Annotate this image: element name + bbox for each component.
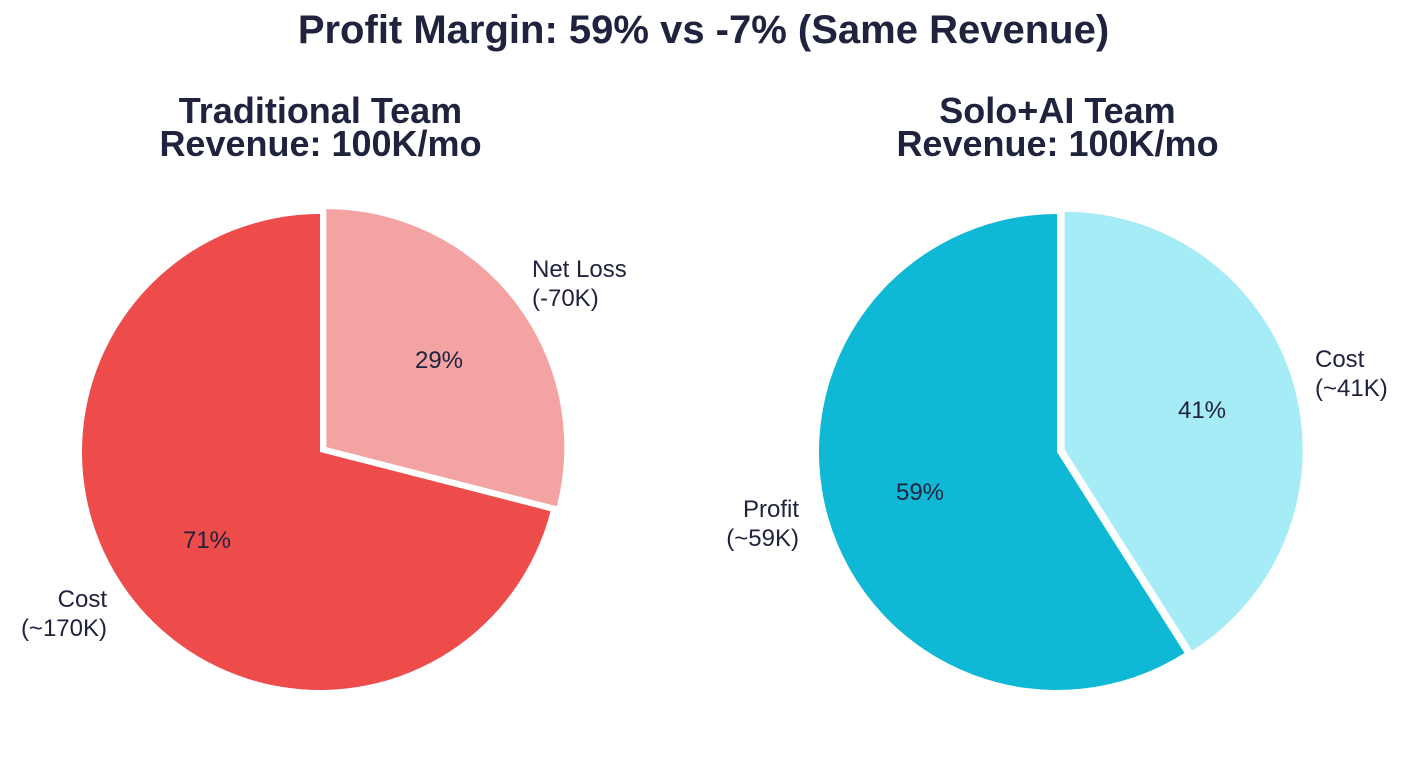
svg-text:(~41K): (~41K) (1315, 375, 1388, 402)
svg-text:Cost: Cost (1315, 346, 1365, 373)
svg-text:Net Loss: Net Loss (532, 256, 627, 283)
svg-text:71%: 71% (183, 527, 231, 554)
svg-text:(~170K): (~170K) (21, 615, 107, 642)
svg-text:59%: 59% (896, 479, 944, 506)
svg-text:29%: 29% (415, 347, 463, 374)
svg-text:Cost: Cost (58, 586, 108, 613)
svg-text:41%: 41% (1178, 397, 1226, 424)
svg-text:Profit: Profit (743, 496, 799, 523)
svg-text:(~59K): (~59K) (726, 525, 799, 552)
svg-text:(-70K): (-70K) (532, 285, 599, 312)
